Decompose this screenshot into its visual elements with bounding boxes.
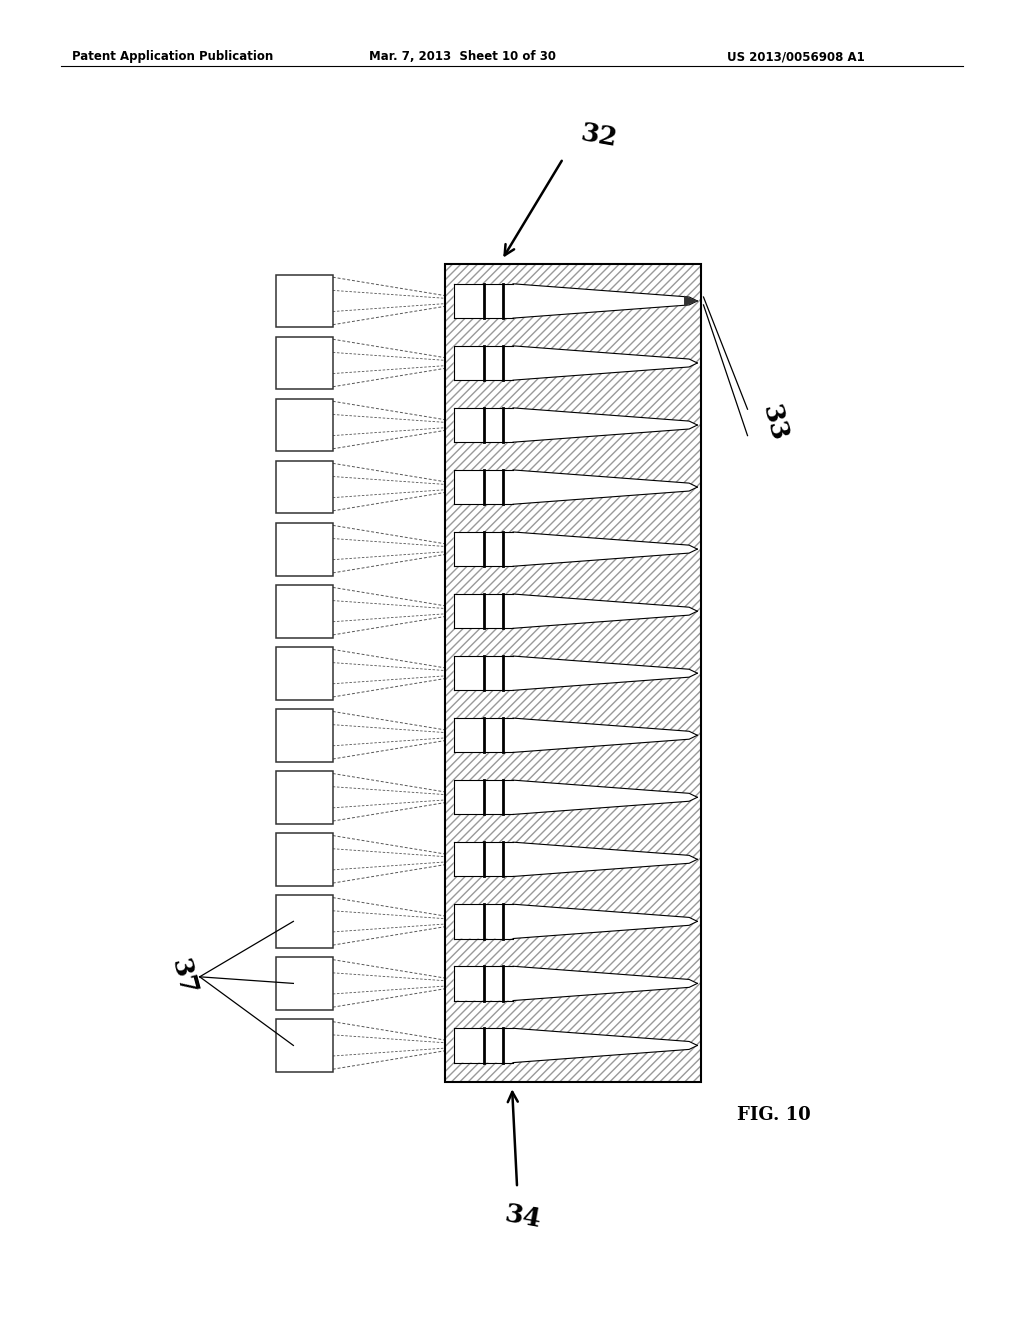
Text: US 2013/0056908 A1: US 2013/0056908 A1 <box>727 50 865 63</box>
Polygon shape <box>454 408 697 442</box>
Bar <box>276 523 333 576</box>
Bar <box>276 895 333 948</box>
Bar <box>276 957 333 1010</box>
Bar <box>276 647 333 700</box>
Bar <box>276 461 333 513</box>
Text: 32: 32 <box>579 121 620 152</box>
Bar <box>445 264 701 1082</box>
Text: 34: 34 <box>502 1201 543 1233</box>
Polygon shape <box>684 296 698 306</box>
Polygon shape <box>454 656 697 690</box>
Bar <box>276 275 333 327</box>
Polygon shape <box>454 904 697 939</box>
Bar <box>276 709 333 762</box>
Polygon shape <box>454 532 697 566</box>
Polygon shape <box>454 346 697 380</box>
Text: 33: 33 <box>758 401 792 444</box>
Bar <box>276 337 333 389</box>
Bar <box>445 264 701 1082</box>
Bar <box>445 264 701 1082</box>
Bar <box>276 833 333 886</box>
Text: FIG. 10: FIG. 10 <box>737 1106 811 1125</box>
Bar <box>276 771 333 824</box>
Bar <box>276 585 333 638</box>
Polygon shape <box>454 1028 697 1063</box>
Polygon shape <box>454 966 697 1001</box>
Text: Patent Application Publication: Patent Application Publication <box>72 50 273 63</box>
Polygon shape <box>454 284 697 318</box>
Polygon shape <box>454 780 697 814</box>
Polygon shape <box>454 594 697 628</box>
Text: 37: 37 <box>166 956 200 998</box>
Bar <box>276 1019 333 1072</box>
Bar <box>276 399 333 451</box>
Text: Mar. 7, 2013  Sheet 10 of 30: Mar. 7, 2013 Sheet 10 of 30 <box>369 50 556 63</box>
Polygon shape <box>454 842 697 876</box>
Polygon shape <box>454 470 697 504</box>
Polygon shape <box>454 718 697 752</box>
